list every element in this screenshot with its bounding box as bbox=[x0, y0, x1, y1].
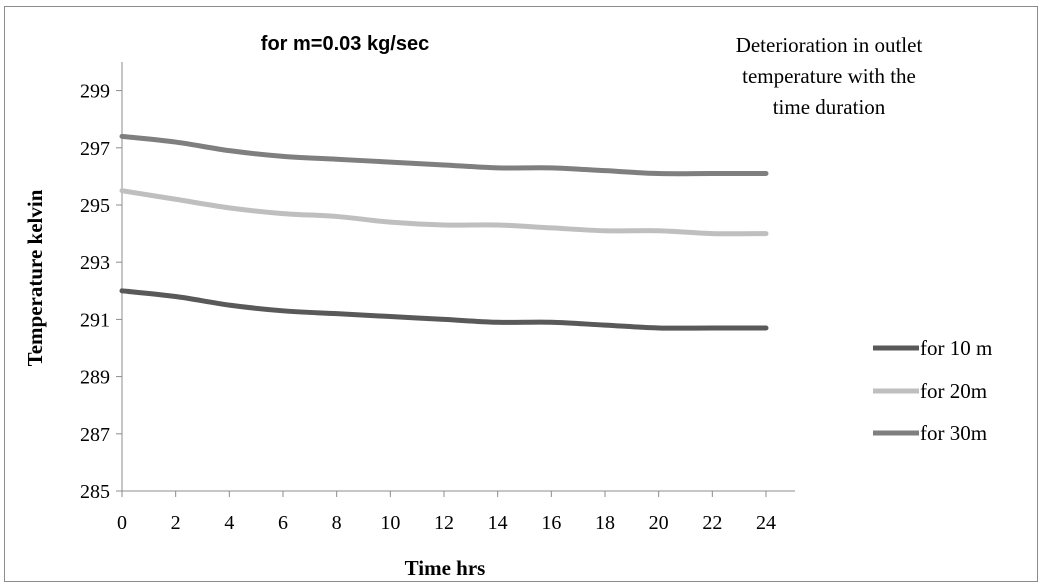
y-tick-label: 285 bbox=[80, 481, 110, 503]
x-tick-label: 8 bbox=[332, 512, 342, 534]
y-tick-label: 291 bbox=[80, 309, 110, 331]
chart-title: for m=0.03 kg/sec bbox=[261, 33, 429, 55]
x-tick-label: 0 bbox=[117, 512, 127, 534]
y-axis-label: Temperature kelvin bbox=[23, 189, 47, 366]
legend-label-2: for 20m bbox=[920, 379, 987, 403]
y-tick-label: 289 bbox=[80, 367, 110, 389]
y-tick-label: 295 bbox=[80, 195, 110, 217]
annotation-line-3: time duration bbox=[773, 95, 886, 119]
chart-frame bbox=[4, 6, 1038, 582]
series-line-1 bbox=[119, 288, 769, 331]
y-tick-label: 297 bbox=[80, 138, 110, 160]
x-tick-label: 20 bbox=[649, 512, 669, 534]
annotation-line-1: Deterioration in outlet bbox=[736, 33, 923, 57]
x-tick-label: 14 bbox=[488, 512, 508, 534]
legend-label-3: for 30m bbox=[920, 421, 987, 445]
x-tick-label: 12 bbox=[434, 512, 454, 534]
x-tick-label: 24 bbox=[756, 512, 776, 534]
series-line-2 bbox=[119, 188, 769, 237]
annotation-line-2: temperature with the bbox=[742, 64, 916, 88]
x-tick-label: 18 bbox=[595, 512, 615, 534]
x-tick-label: 6 bbox=[278, 512, 288, 534]
x-tick-label: 22 bbox=[702, 512, 722, 534]
x-tick-label: 16 bbox=[541, 512, 561, 534]
x-tick-label: 10 bbox=[380, 512, 400, 534]
x-tick-label: 4 bbox=[224, 512, 234, 534]
legend: for 10 m for 20m for 30m bbox=[873, 336, 992, 445]
y-tick-label: 287 bbox=[80, 424, 110, 446]
series-layer bbox=[119, 133, 769, 331]
x-tick-label: 2 bbox=[171, 512, 181, 534]
legend-label-1: for 10 m bbox=[920, 336, 992, 360]
y-tick-label: 299 bbox=[80, 81, 110, 103]
series-line-3 bbox=[119, 133, 769, 177]
x-axis-label: Time hrs bbox=[405, 556, 486, 580]
y-tick-label: 293 bbox=[80, 252, 110, 274]
